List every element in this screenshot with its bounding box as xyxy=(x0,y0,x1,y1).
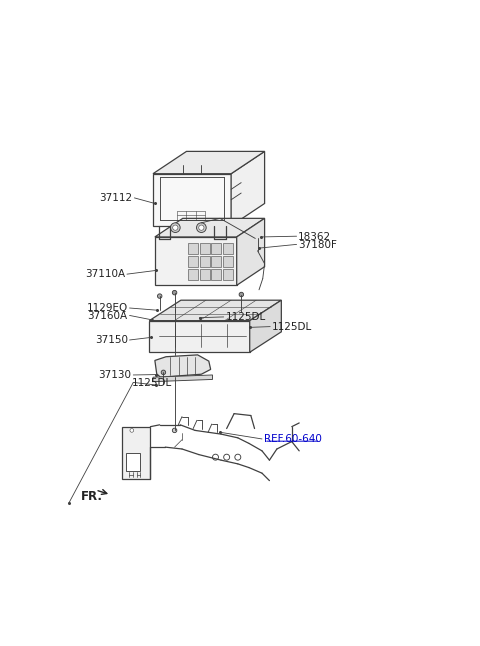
Text: 1129EQ: 1129EQ xyxy=(86,304,128,313)
Circle shape xyxy=(224,454,229,460)
Text: REF.60-640: REF.60-640 xyxy=(264,434,322,444)
Bar xyxy=(211,256,221,267)
Bar xyxy=(200,269,210,280)
Circle shape xyxy=(173,225,178,230)
Circle shape xyxy=(213,454,218,460)
Polygon shape xyxy=(250,300,281,352)
Polygon shape xyxy=(153,151,264,174)
Bar xyxy=(223,269,233,280)
Bar xyxy=(211,269,221,280)
Bar xyxy=(188,242,198,254)
Circle shape xyxy=(130,428,133,432)
Polygon shape xyxy=(149,320,250,352)
Bar xyxy=(188,256,198,267)
Circle shape xyxy=(161,370,166,375)
Text: 1125DL: 1125DL xyxy=(226,312,266,322)
Text: 37180F: 37180F xyxy=(298,240,337,250)
Bar xyxy=(188,269,198,280)
Text: 37150: 37150 xyxy=(95,335,128,345)
Polygon shape xyxy=(155,237,237,286)
Circle shape xyxy=(199,225,204,230)
Polygon shape xyxy=(153,174,231,226)
Circle shape xyxy=(172,291,177,295)
Bar xyxy=(200,242,210,254)
Polygon shape xyxy=(155,218,264,237)
Circle shape xyxy=(172,428,177,433)
Text: 1125DL: 1125DL xyxy=(272,322,312,332)
Text: 1125DL: 1125DL xyxy=(132,378,172,388)
Circle shape xyxy=(170,223,180,233)
Polygon shape xyxy=(231,151,264,226)
Polygon shape xyxy=(152,315,193,322)
Polygon shape xyxy=(153,375,213,382)
Polygon shape xyxy=(237,218,264,286)
Text: 18362: 18362 xyxy=(298,232,331,242)
Text: 37130: 37130 xyxy=(98,370,132,380)
Bar xyxy=(223,242,233,254)
Polygon shape xyxy=(149,300,281,320)
Circle shape xyxy=(159,316,164,322)
Circle shape xyxy=(196,223,206,233)
Text: 37112: 37112 xyxy=(99,193,132,203)
Circle shape xyxy=(157,294,162,298)
Bar xyxy=(211,242,221,254)
Polygon shape xyxy=(122,426,150,479)
Bar xyxy=(223,256,233,267)
Circle shape xyxy=(254,227,261,234)
Polygon shape xyxy=(253,231,262,238)
Text: 37110A: 37110A xyxy=(85,269,125,279)
Text: 37160A: 37160A xyxy=(87,311,128,321)
Polygon shape xyxy=(155,355,211,377)
Circle shape xyxy=(235,454,241,460)
Bar xyxy=(200,256,210,267)
Circle shape xyxy=(239,292,243,297)
Bar xyxy=(126,453,140,472)
Text: FR.: FR. xyxy=(81,490,102,503)
